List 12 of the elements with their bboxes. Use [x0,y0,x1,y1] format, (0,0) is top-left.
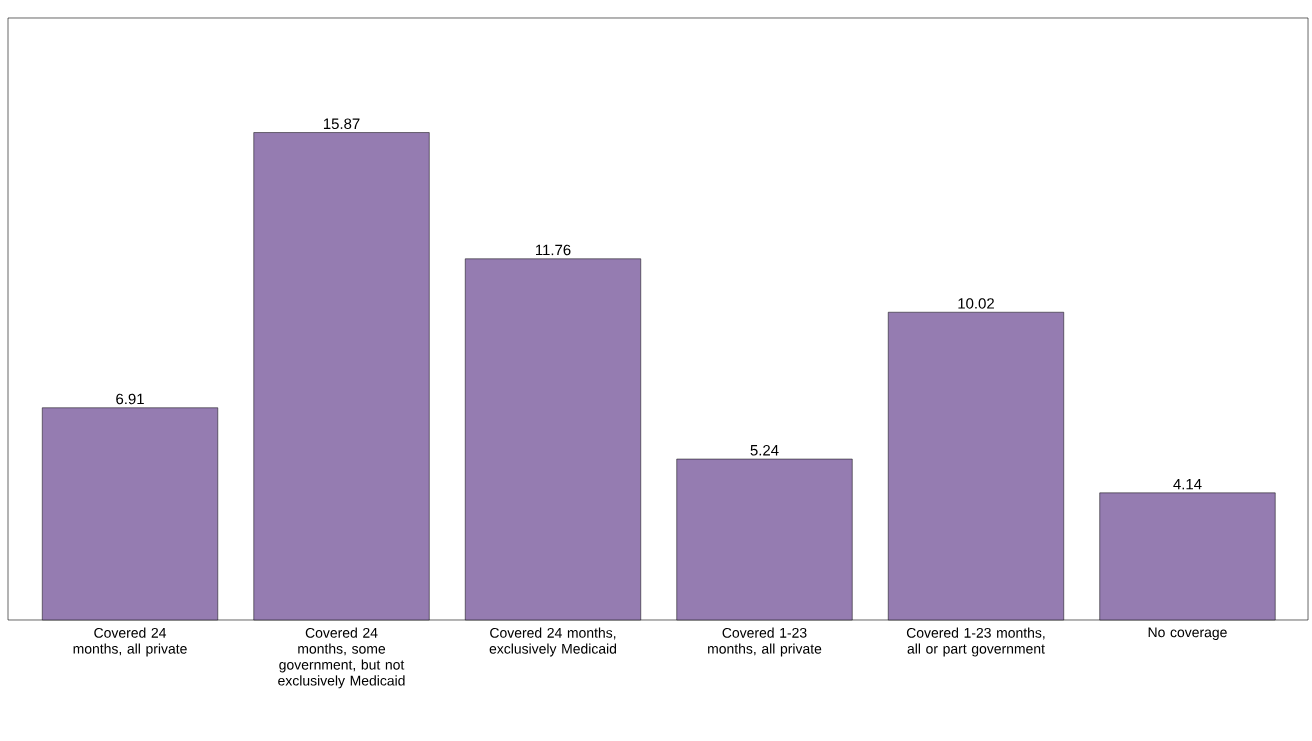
data-label: 5.24 [750,444,779,456]
x-tick-label: Covered 24 months, all private [73,627,187,657]
x-tick-label: Covered 24 months, some government, but not exclusively Medicaid [278,627,405,689]
x-tick-label: No coverage [1148,627,1227,641]
x-tick-label: Covered 1-23 months, all private [708,627,822,657]
data-label: 11.76 [536,244,571,256]
data-label: 4.14 [1173,479,1202,490]
data-label: 6.91 [116,393,144,405]
data-label: 15.87 [323,118,360,130]
x-tick-label: Covered 1-23 months, all or part government [906,627,1045,657]
data-label: 10.02 [958,298,994,309]
x-tick-label: Covered 24 months, exclusively Medicaid [489,627,617,657]
